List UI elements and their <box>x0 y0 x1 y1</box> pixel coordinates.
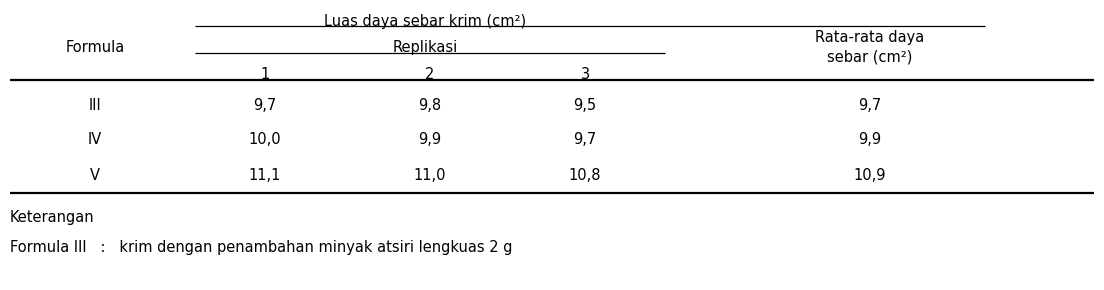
Text: 11,1: 11,1 <box>248 168 282 182</box>
Text: 9,5: 9,5 <box>573 97 596 113</box>
Text: 9,7: 9,7 <box>254 97 277 113</box>
Text: Formula: Formula <box>65 39 125 55</box>
Text: 10,0: 10,0 <box>248 133 282 148</box>
Text: 10,8: 10,8 <box>569 168 602 182</box>
Text: 11,0: 11,0 <box>414 168 446 182</box>
Text: 9,8: 9,8 <box>418 97 442 113</box>
Text: 10,9: 10,9 <box>853 168 887 182</box>
Text: 9,9: 9,9 <box>859 133 882 148</box>
Text: Formula III   :   krim dengan penambahan minyak atsiri lengkuas 2 g: Formula III : krim dengan penambahan min… <box>10 240 512 255</box>
Text: 1: 1 <box>261 67 269 82</box>
Text: 9,7: 9,7 <box>573 133 596 148</box>
Text: 3: 3 <box>581 67 590 82</box>
Text: Luas daya sebar krim (cm²): Luas daya sebar krim (cm²) <box>323 14 527 29</box>
Text: Replikasi: Replikasi <box>392 40 458 55</box>
Text: 9,7: 9,7 <box>859 97 882 113</box>
Text: 2: 2 <box>425 67 435 82</box>
Text: Keterangan: Keterangan <box>10 210 95 225</box>
Text: III: III <box>88 97 102 113</box>
Text: Rata-rata daya
sebar (cm²): Rata-rata daya sebar (cm²) <box>816 30 925 64</box>
Text: 9,9: 9,9 <box>418 133 442 148</box>
Text: V: V <box>91 168 100 182</box>
Text: IV: IV <box>88 133 103 148</box>
